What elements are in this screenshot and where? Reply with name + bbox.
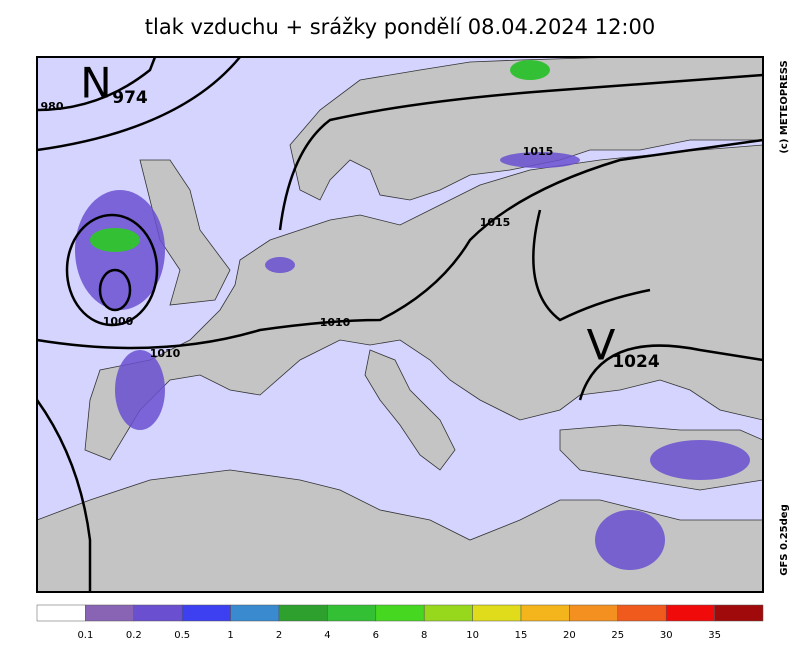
legend-label: 0.1 (77, 630, 93, 641)
isobar (532, 209, 651, 322)
legend-swatch (472, 604, 522, 622)
isobar-label: 1015 (480, 216, 511, 229)
isobars (35, 56, 764, 592)
isobar-label: 1015 (523, 145, 554, 158)
legend-swatch (714, 604, 764, 622)
isobar-label: 1010 (150, 347, 181, 360)
legend-label: 10 (466, 630, 479, 641)
legend-swatch (520, 604, 570, 622)
title: tlak vzduchu + srážky pondělí 08.04.2024… (145, 15, 655, 39)
legend-label: 25 (611, 630, 624, 641)
isobar (578, 344, 764, 401)
legend-swatch (181, 604, 231, 622)
credit: (c) METEOPRESS (779, 60, 790, 153)
legend-swatch (375, 604, 425, 622)
legend-label: 1 (227, 630, 233, 641)
low-letter: N (80, 59, 111, 108)
isobar-label: 980 (41, 100, 64, 113)
legend-label: 15 (515, 630, 528, 641)
isobar (98, 268, 132, 312)
legend: 0.1 0.2 0.5 1 2 4 6 8 10 15 20 25 30 35 (36, 604, 764, 641)
map-frame (36, 56, 764, 593)
isobar (35, 399, 92, 592)
legend-swatch (569, 604, 619, 622)
legend-label: 8 (421, 630, 427, 641)
rain-area (500, 152, 580, 168)
legend-label: 6 (373, 630, 379, 641)
legend-swatch (423, 604, 473, 622)
model: GFS 0.25deg (779, 504, 790, 576)
legend-swatch (665, 604, 715, 622)
isobar (36, 56, 241, 152)
rain-area (115, 350, 165, 430)
italy (364, 349, 456, 471)
high-pressure: 1024 (612, 352, 659, 372)
legend-label: 20 (563, 630, 576, 641)
isobar-label: 1010 (320, 316, 351, 329)
legend-swatch (36, 604, 86, 622)
isobar-label: 1000 (103, 315, 134, 328)
legend-swatch (85, 604, 135, 622)
rain-area (265, 257, 295, 273)
rain-area (90, 228, 140, 252)
map: N 974 V 1024 980 1000 1010 1010 1015 101… (35, 56, 764, 593)
africa (36, 469, 764, 593)
scandinavia (289, 56, 764, 201)
rain-area (595, 510, 665, 570)
continent (84, 144, 764, 461)
isobar (36, 56, 157, 112)
legend-label: 35 (708, 630, 721, 641)
legend-label: 2 (276, 630, 282, 641)
rain-area (650, 440, 750, 480)
legend-label: 0.5 (174, 630, 190, 641)
legend-swatch (617, 604, 667, 622)
isobar (65, 213, 159, 327)
legend-label: 30 (660, 630, 673, 641)
isobar (278, 73, 764, 231)
legend-swatch (133, 604, 183, 622)
precipitation (75, 60, 750, 570)
isobar (36, 138, 764, 350)
legend-label: 4 (324, 630, 330, 641)
legend-swatch (230, 604, 280, 622)
low-pressure: 974 (112, 88, 148, 108)
legend-swatch (327, 604, 377, 622)
rain-area (510, 60, 550, 80)
legend-label: 0.2 (126, 630, 142, 641)
high-letter: V (587, 321, 616, 370)
legend-swatch (278, 604, 328, 622)
